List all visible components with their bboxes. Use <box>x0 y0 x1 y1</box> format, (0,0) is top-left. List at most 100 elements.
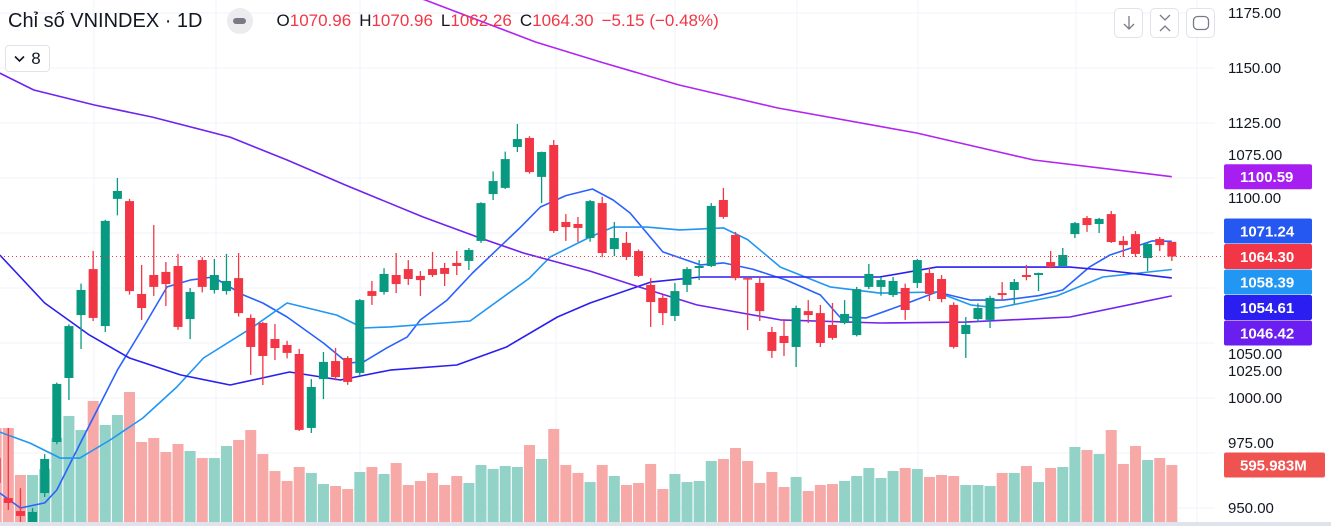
candle-body <box>852 289 862 336</box>
chevron-down-icon <box>14 55 25 62</box>
candle-up <box>464 247 474 270</box>
candle-up <box>1034 272 1044 292</box>
fullscreen-button[interactable] <box>1186 8 1215 38</box>
candle-down <box>3 427 13 510</box>
candle-up <box>1094 217 1104 233</box>
candle-body <box>585 201 595 239</box>
volume-bar <box>305 472 317 522</box>
volume-bar <box>839 480 851 522</box>
candle-down <box>173 253 183 330</box>
volume-bar <box>1045 467 1057 522</box>
candle-body <box>367 291 377 296</box>
price-tick-label: 1125.00 <box>1228 115 1281 132</box>
candle-down <box>161 262 171 307</box>
price-label-bg <box>1224 164 1312 190</box>
candle-body <box>646 284 656 303</box>
auto-scale-button[interactable] <box>1150 8 1179 38</box>
market-status-icon[interactable] <box>226 8 253 34</box>
volume-bar <box>402 485 414 522</box>
candle-body <box>1130 234 1140 254</box>
volume-bar <box>414 480 426 522</box>
volume-bar <box>160 452 172 522</box>
volume-bar <box>451 476 463 522</box>
candle-down <box>1118 236 1128 257</box>
candle-down <box>1167 241 1177 262</box>
volume-bar <box>948 476 960 522</box>
volume-bar <box>633 482 645 522</box>
candle-up <box>888 277 898 298</box>
candle-body <box>706 205 716 266</box>
volume-bar <box>693 480 705 522</box>
volume-bar <box>330 485 342 522</box>
candle-up <box>585 200 595 242</box>
candle-down <box>282 340 292 359</box>
volume-bar <box>1093 454 1105 522</box>
candle-up <box>221 253 231 295</box>
candle-body <box>234 278 244 314</box>
volume-bar <box>560 465 572 522</box>
volume-bar <box>899 467 911 522</box>
volume-bar <box>269 471 281 522</box>
collapse-vertical-icon <box>1159 14 1170 32</box>
candle-down <box>149 225 159 296</box>
candle-body <box>537 152 547 177</box>
volume-bar <box>487 469 499 522</box>
candle-body <box>1082 218 1092 226</box>
candle-down <box>270 324 280 360</box>
candle-body <box>440 267 450 274</box>
candle-body <box>403 269 413 279</box>
candle-body <box>973 308 983 320</box>
candle-body <box>343 357 353 382</box>
volume-bar <box>1020 465 1032 522</box>
candle-up <box>112 178 122 216</box>
volume-bar <box>923 476 935 522</box>
candle-down <box>197 257 207 293</box>
volume-label: 595.983M <box>1224 452 1325 478</box>
volume-bar <box>996 472 1008 522</box>
volume-bar <box>257 454 269 522</box>
candle-down <box>88 251 98 321</box>
candle-body <box>924 273 934 294</box>
indicators-toggle-button[interactable]: 8 <box>5 45 50 72</box>
price-label-bg <box>1224 218 1312 244</box>
price-label-bg <box>1224 244 1312 270</box>
close-label: C <box>519 11 533 30</box>
candle-body <box>197 260 207 287</box>
candle-up <box>185 288 195 340</box>
price-label-bg <box>1224 295 1312 321</box>
candle-up <box>985 295 995 329</box>
candle-body <box>743 278 753 280</box>
candle-down <box>718 187 728 219</box>
candle-body <box>840 313 850 323</box>
price-tick-label: 1075.00 <box>1228 147 1282 164</box>
scroll-to-latest-button[interactable] <box>1114 8 1143 38</box>
candle-body <box>258 322 268 356</box>
candle-body <box>997 293 1007 296</box>
volume-bar <box>960 485 972 522</box>
candle-down <box>125 198 135 295</box>
indicator-count: 8 <box>31 48 41 68</box>
volume-bar <box>814 485 826 522</box>
candle-up <box>318 352 328 400</box>
candle-body <box>331 361 341 378</box>
candle-down <box>524 136 534 174</box>
symbol-title[interactable]: Chỉ số VNINDEX · 1D <box>8 9 203 32</box>
candle-up <box>64 324 74 400</box>
candle-down <box>815 304 825 347</box>
candle-body <box>767 332 777 351</box>
volume-bar <box>1117 463 1129 522</box>
volume-bar <box>475 465 487 522</box>
candle-body <box>1070 223 1080 235</box>
candle-down <box>331 348 341 381</box>
candle-body <box>900 288 910 310</box>
candle-body <box>185 291 195 320</box>
volume-bar <box>620 485 632 522</box>
grid-lines <box>0 0 1215 522</box>
candle-down <box>658 294 668 325</box>
candle-body <box>961 324 971 334</box>
candle-body <box>3 498 13 503</box>
price-axis[interactable]: 1175.00 1150.00 1125.00 1100.00 1075.00 1050.… <box>1228 5 1282 517</box>
ma-violet-line <box>0 72 1172 324</box>
